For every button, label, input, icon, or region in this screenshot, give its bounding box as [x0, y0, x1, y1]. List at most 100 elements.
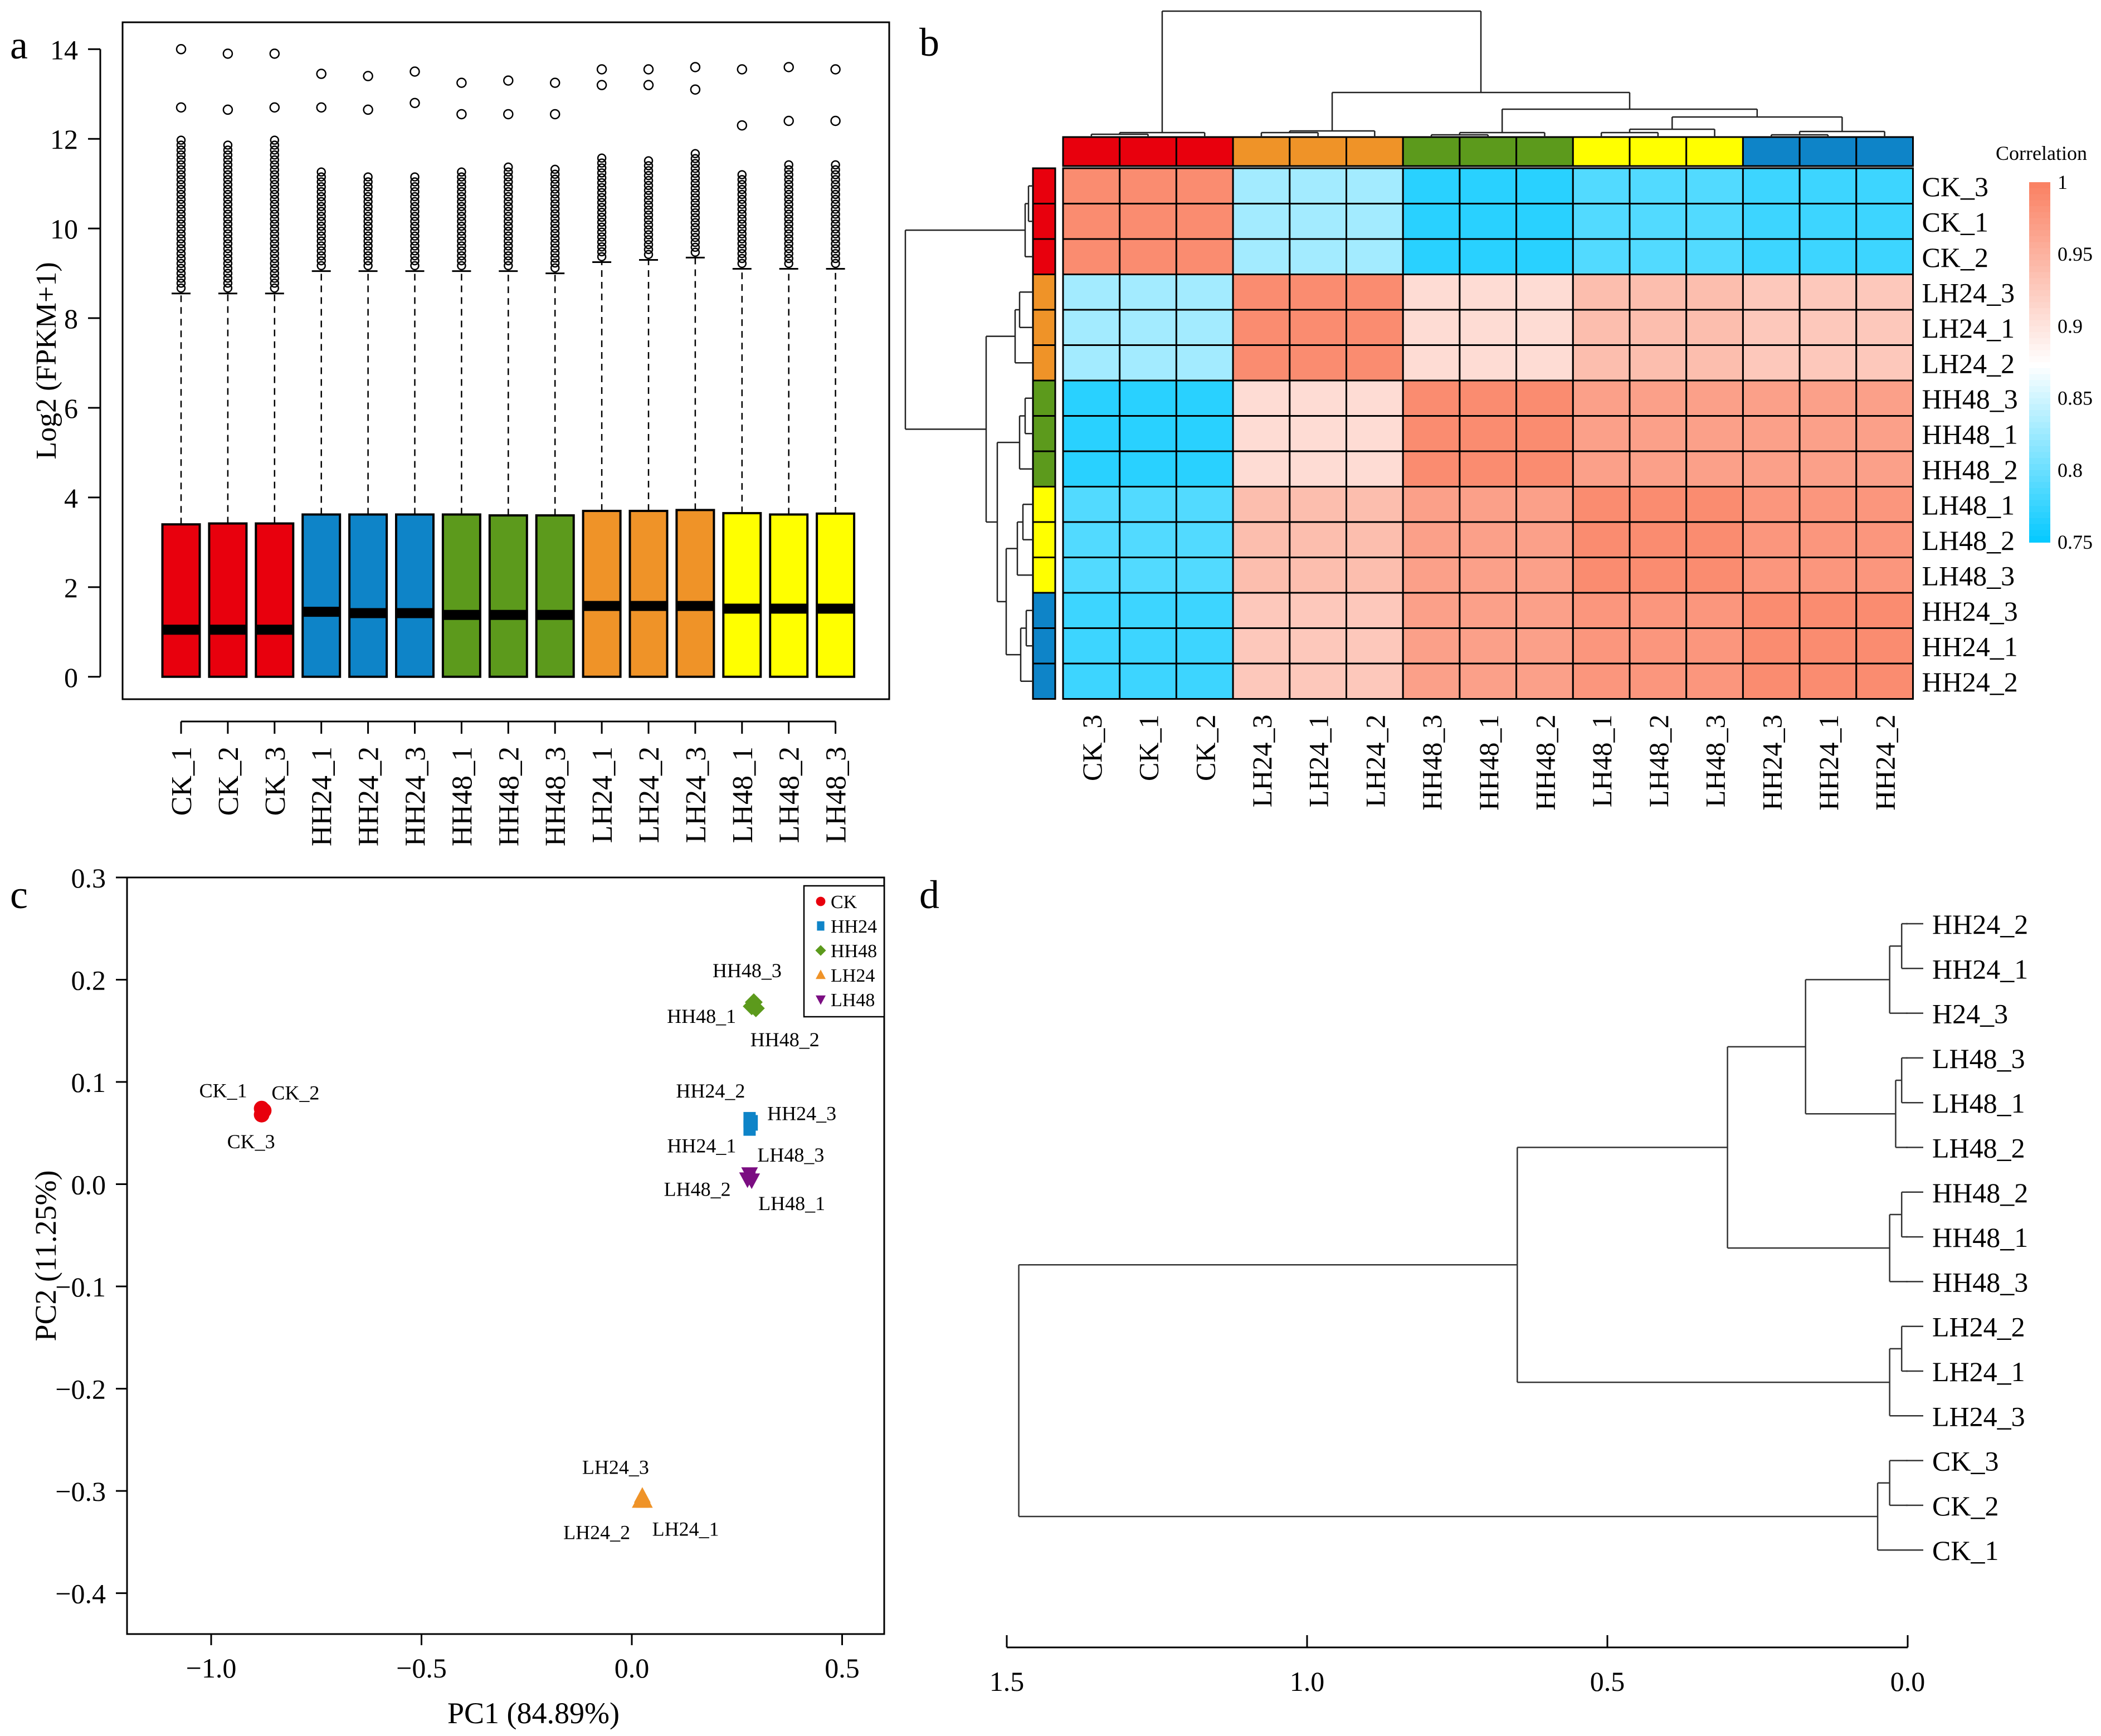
legend-gradient-step [2029, 446, 2050, 453]
y-tick-label: 8 [64, 303, 78, 334]
outlier-point [363, 197, 373, 207]
outlier-point [457, 251, 466, 261]
heatmap-cell [1685, 662, 1744, 700]
outlier-point [597, 203, 607, 212]
box-HH48_1 [441, 513, 481, 678]
outlier-point [363, 231, 373, 241]
box-LH24_1 [582, 510, 622, 678]
outlier-point [316, 231, 326, 241]
heatmap-cell [1515, 203, 1574, 240]
heatmap-cell [1346, 167, 1404, 204]
heatmap-cell [1289, 450, 1348, 487]
column-label: LH48_3 [1700, 715, 1731, 808]
outlier-point [597, 227, 607, 237]
heatmap-cell [1232, 450, 1291, 487]
outlier-point [410, 246, 420, 256]
outlier-point [270, 145, 280, 155]
legend-gradient-step [2029, 200, 2050, 207]
column-group-bar [1289, 136, 1348, 167]
outlier-point [597, 242, 607, 252]
heatmap-cell [1855, 627, 1914, 665]
heatmap-cell [1289, 662, 1348, 700]
outlier-point [316, 197, 326, 207]
heatmap-cell [1175, 415, 1234, 452]
outlier-point [270, 189, 280, 199]
box-LH48_2 [769, 513, 809, 678]
heatmap-cell [1175, 238, 1234, 275]
heatmap-cell [1742, 662, 1801, 700]
outlier-point [504, 167, 513, 177]
legend-gradient-step [2029, 248, 2050, 255]
heatmap-cell [1572, 344, 1631, 382]
outlier-point [504, 172, 513, 182]
outlier-point [410, 97, 420, 109]
heatmap-cell [1459, 203, 1518, 240]
row-label: LH24_2 [1922, 348, 2015, 379]
outlier-point [363, 104, 373, 115]
outlier-point [457, 182, 466, 192]
panel-a-boxplot: 0 2 4 6 8 10 12 14 Log2 (FPKM+1) CK_1 CK_2 CK_3 HH24… [31, 21, 890, 846]
heatmap-cell [1742, 274, 1801, 311]
heatmap-cell [1062, 486, 1121, 523]
outlier-point [784, 175, 793, 184]
legend-gradient-step [2029, 470, 2050, 477]
outlier-point [597, 158, 607, 168]
outlier-point [690, 198, 700, 208]
column-label: LH24_2 [1359, 715, 1391, 808]
outlier-point [737, 189, 747, 199]
legend-gradient-step [2029, 242, 2050, 249]
point-label: LH24_2 [563, 1521, 630, 1543]
heatmap-cell [1346, 450, 1404, 487]
row-group-bar [1032, 662, 1056, 700]
outlier-point [737, 184, 747, 194]
outlier-point [597, 188, 607, 198]
heatmap-cell [1402, 167, 1461, 204]
outlier-point [176, 150, 186, 160]
heatmap-cell [1346, 379, 1404, 417]
outlier-point [831, 199, 840, 209]
outlier-point [784, 224, 793, 234]
outlier-point [504, 261, 513, 271]
x-tick-label: 0.5 [1590, 1666, 1625, 1697]
y-tick-label: −0.3 [55, 1476, 106, 1507]
heatmap-cell [1289, 203, 1348, 240]
outlier-point [223, 180, 233, 189]
outlier-point [457, 212, 466, 221]
column-label: HH48_3 [1416, 715, 1447, 811]
outlier-point [550, 199, 560, 209]
heatmap-cell [1572, 592, 1631, 629]
outlier-point [831, 224, 840, 234]
heatmap-cell [1119, 557, 1177, 594]
outlier-point [316, 172, 326, 182]
heatmap-cell [1175, 592, 1234, 629]
outlier-point [737, 214, 747, 224]
outlier-point [363, 251, 373, 261]
point-label: CK_2 [271, 1081, 319, 1104]
heatmap-cell [1459, 450, 1518, 487]
leaf-label: CK_3 [1932, 1446, 1998, 1477]
heatmap-cell [1855, 557, 1914, 594]
outlier-point [176, 234, 186, 243]
outlier-point [457, 177, 466, 187]
outlier-point [690, 84, 701, 95]
heatmap-cell [1855, 274, 1914, 311]
outlier-point [784, 248, 793, 259]
y-tick-label: 0.0 [71, 1169, 106, 1201]
heatmap-cell [1629, 557, 1688, 594]
outlier-point [270, 244, 280, 253]
outlier-point [176, 184, 186, 194]
outlier-point [737, 175, 747, 184]
outlier-point [550, 248, 560, 258]
legend-gradient-step [2029, 254, 2050, 261]
outlier-point [316, 236, 326, 246]
outlier-point [457, 167, 466, 177]
legend-gradient-step [2029, 296, 2050, 303]
heatmap-cell [1402, 274, 1461, 311]
outlier-point [831, 248, 840, 259]
outlier-point [410, 192, 420, 202]
legend-gradient-step [2029, 290, 2050, 297]
heatmap-cell [1459, 662, 1518, 700]
legend-gradient-step [2029, 338, 2050, 345]
legend-gradient-step [2029, 272, 2050, 279]
